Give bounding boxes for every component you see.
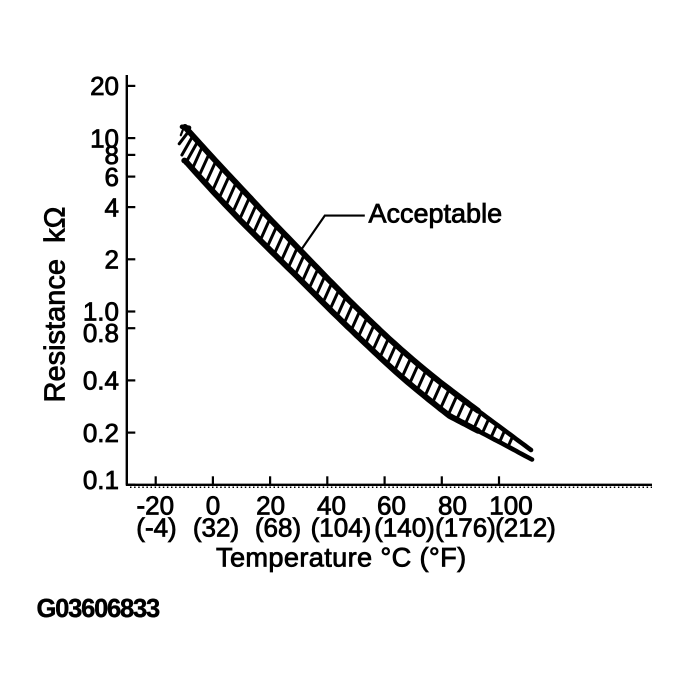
svg-text:Resistance kΩ: Resistance kΩ [40, 207, 72, 403]
svg-text:0.2: 0.2 [83, 418, 119, 448]
svg-text:100: 100 [489, 491, 532, 521]
svg-text:0.4: 0.4 [83, 366, 119, 396]
svg-text:4: 4 [105, 192, 119, 222]
svg-text:(32): (32) [193, 512, 239, 542]
svg-text:20: 20 [256, 491, 285, 521]
svg-text:G03606833: G03606833 [37, 595, 161, 623]
svg-text:2: 2 [105, 245, 119, 275]
svg-text:(212): (212) [495, 512, 556, 542]
svg-text:-20: -20 [137, 491, 175, 521]
svg-text:8: 8 [105, 140, 119, 170]
svg-text:1.0: 1.0 [83, 297, 119, 327]
svg-text:(68): (68) [255, 512, 301, 542]
svg-text:60: 60 [377, 491, 406, 521]
svg-text:80: 80 [438, 491, 467, 521]
svg-text:20: 20 [90, 71, 119, 101]
svg-text:(-4): (-4) [136, 512, 176, 542]
svg-text:(104): (104) [311, 512, 372, 542]
svg-text:(140): (140) [374, 512, 435, 542]
svg-text:0.8: 0.8 [83, 318, 119, 348]
svg-text:Temperature °C (°F): Temperature °C (°F) [216, 542, 466, 573]
svg-text:10: 10 [90, 123, 119, 153]
svg-text:6: 6 [105, 162, 119, 192]
svg-text:Acceptable: Acceptable [369, 199, 503, 229]
svg-text:0.1: 0.1 [83, 465, 119, 495]
svg-text:0: 0 [206, 491, 220, 521]
svg-text:(176): (176) [435, 512, 496, 542]
svg-text:40: 40 [317, 491, 346, 521]
